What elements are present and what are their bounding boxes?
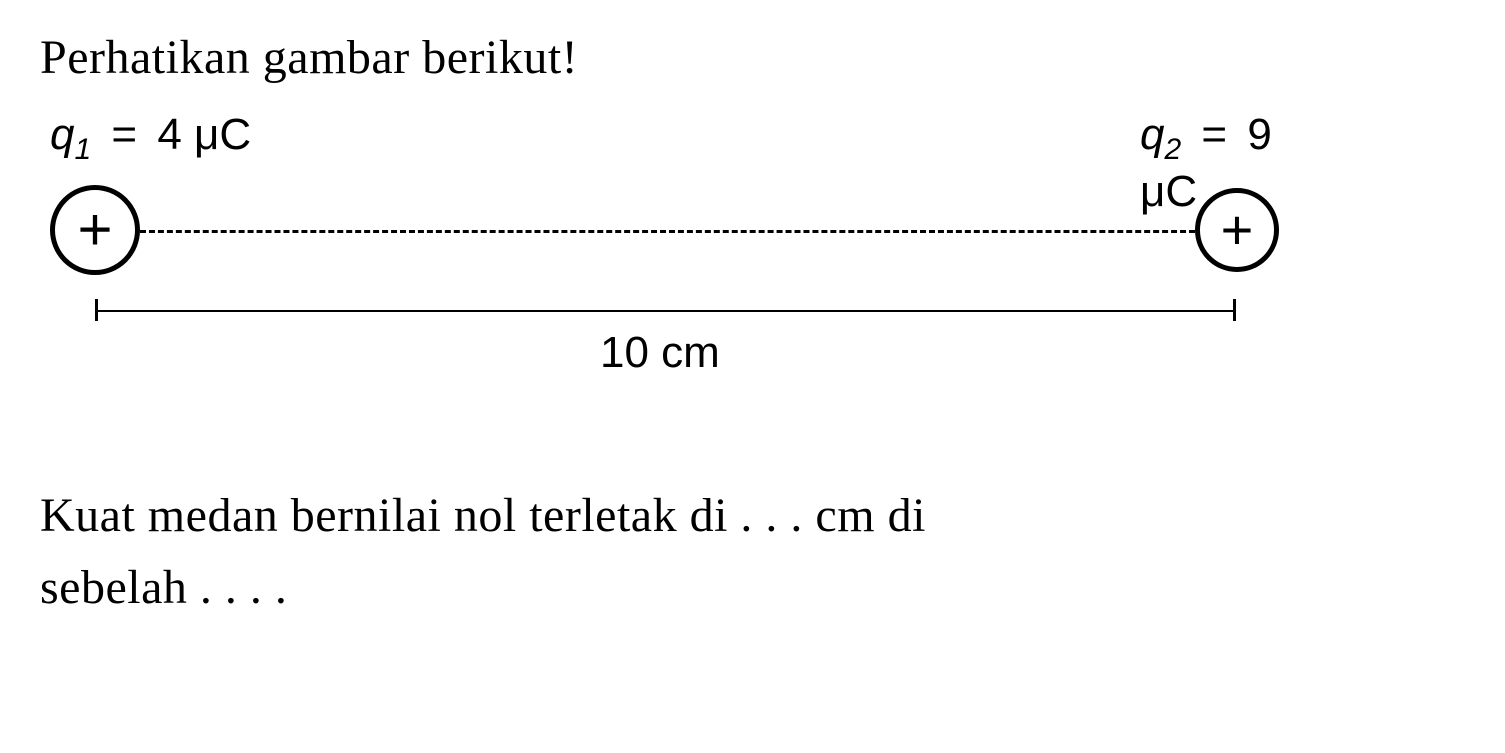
- plus-icon: +: [1221, 202, 1254, 258]
- charge-left-symbol: q: [50, 110, 74, 159]
- title-text: Perhatikan gambar berikut!: [40, 30, 1465, 85]
- charge-left-subscript: 1: [74, 133, 91, 166]
- charge-left-unit: C: [219, 110, 251, 159]
- plus-icon: +: [77, 200, 112, 260]
- charge-left-value: 4: [157, 110, 181, 159]
- charge-right-unit-prefix: μ: [1140, 167, 1165, 216]
- dashed-connector-line: [140, 230, 1195, 233]
- charge-right-circle: +: [1195, 188, 1279, 272]
- physics-diagram: q1 = 4 μC q2 = 9 μC + + 10 cm: [40, 110, 1340, 430]
- charge-left-label: q1 = 4 μC: [50, 110, 251, 167]
- charge-right-subscript: 2: [1164, 133, 1181, 166]
- measure-line: [95, 310, 1235, 312]
- charge-right-unit: C: [1165, 167, 1197, 216]
- equals-sign: =: [1189, 110, 1239, 159]
- charge-left-unit-prefix: μ: [194, 110, 219, 159]
- question-text: Kuat medan bernilai nol terletak di . . …: [40, 480, 1465, 624]
- question-line-2: sebelah . . . .: [40, 561, 287, 614]
- equals-sign: =: [99, 110, 149, 159]
- measure-tick-right: [1233, 299, 1236, 321]
- charge-right-value: 9: [1247, 110, 1271, 159]
- charge-left-circle: +: [50, 185, 140, 275]
- question-line-1: Kuat medan bernilai nol terletak di . . …: [40, 489, 926, 542]
- measure-label: 10 cm: [600, 328, 720, 378]
- charge-right-symbol: q: [1140, 110, 1164, 159]
